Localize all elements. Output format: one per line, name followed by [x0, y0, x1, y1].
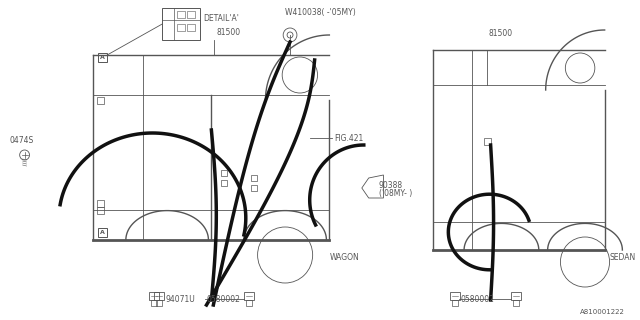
- Bar: [221, 170, 227, 176]
- Bar: [246, 300, 252, 306]
- Text: WAGON: WAGON: [330, 253, 359, 262]
- Text: 81500: 81500: [216, 28, 241, 37]
- Bar: [452, 300, 458, 306]
- Text: ('08MY- ): ('08MY- ): [378, 188, 412, 197]
- Text: 81500: 81500: [489, 29, 513, 38]
- Bar: [152, 300, 157, 306]
- Text: 0580002: 0580002: [207, 294, 241, 303]
- Bar: [451, 292, 460, 300]
- Bar: [154, 292, 164, 300]
- Text: 90388: 90388: [378, 180, 403, 189]
- Bar: [97, 207, 104, 214]
- Bar: [187, 11, 195, 18]
- Text: 0580002: 0580002: [460, 294, 494, 303]
- Bar: [99, 228, 107, 237]
- Text: SEDAN: SEDAN: [609, 253, 636, 262]
- Text: A810001222: A810001222: [579, 309, 625, 315]
- Bar: [513, 300, 519, 306]
- Text: A: A: [100, 230, 105, 235]
- Bar: [97, 200, 104, 207]
- Bar: [511, 292, 521, 300]
- Bar: [244, 292, 253, 300]
- Bar: [187, 24, 195, 31]
- Bar: [156, 300, 162, 306]
- Text: DETAIL'A': DETAIL'A': [204, 13, 239, 22]
- Bar: [221, 180, 227, 186]
- Bar: [484, 138, 491, 145]
- Bar: [177, 24, 185, 31]
- Bar: [150, 292, 159, 300]
- Text: 94071U: 94071U: [165, 294, 195, 303]
- Bar: [251, 175, 257, 181]
- Bar: [162, 8, 200, 40]
- Text: W410038( -'05MY): W410038( -'05MY): [285, 8, 356, 17]
- Bar: [99, 53, 107, 62]
- Text: A: A: [100, 55, 105, 60]
- Text: FIG.421: FIG.421: [334, 133, 364, 142]
- Text: 0474S: 0474S: [10, 135, 34, 145]
- Bar: [177, 11, 185, 18]
- Bar: [97, 97, 104, 104]
- Bar: [251, 185, 257, 191]
